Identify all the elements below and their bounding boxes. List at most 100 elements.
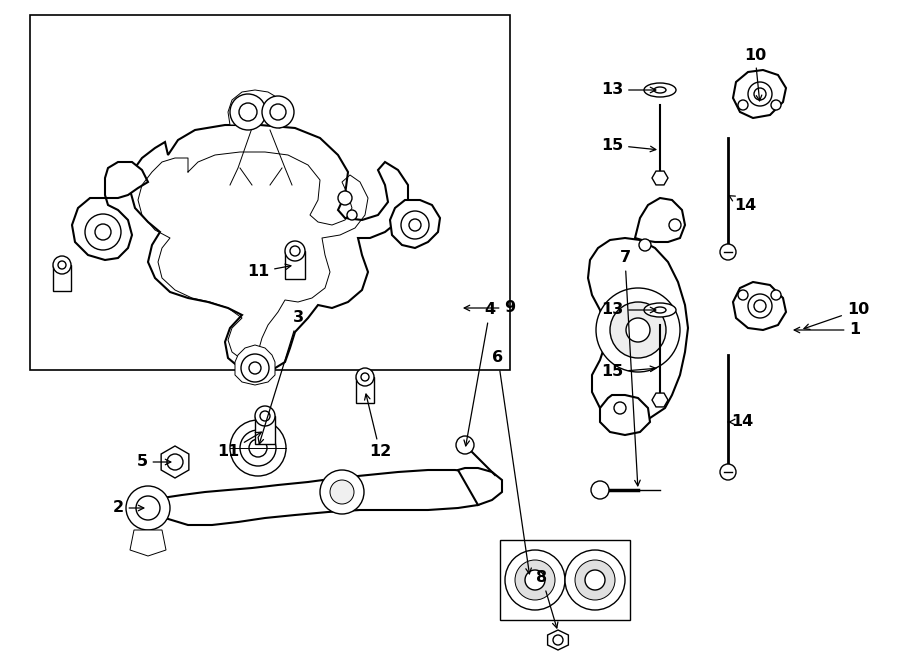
Ellipse shape bbox=[644, 303, 676, 317]
Circle shape bbox=[614, 402, 626, 414]
Circle shape bbox=[585, 570, 605, 590]
Circle shape bbox=[260, 411, 270, 421]
Circle shape bbox=[669, 219, 681, 231]
Polygon shape bbox=[733, 70, 786, 118]
Circle shape bbox=[347, 210, 357, 220]
Circle shape bbox=[249, 362, 261, 374]
Text: 8: 8 bbox=[536, 570, 558, 628]
Circle shape bbox=[596, 288, 680, 372]
Circle shape bbox=[409, 219, 421, 231]
Circle shape bbox=[356, 368, 374, 386]
Text: 11: 11 bbox=[247, 264, 291, 280]
Circle shape bbox=[525, 570, 545, 590]
Text: 4: 4 bbox=[464, 303, 496, 446]
Bar bbox=[356, 377, 374, 403]
Circle shape bbox=[738, 290, 748, 300]
Polygon shape bbox=[652, 171, 668, 185]
Polygon shape bbox=[588, 238, 688, 422]
Polygon shape bbox=[161, 446, 189, 478]
Polygon shape bbox=[635, 198, 685, 242]
Polygon shape bbox=[733, 282, 786, 330]
Circle shape bbox=[591, 481, 609, 499]
Circle shape bbox=[270, 104, 286, 120]
Circle shape bbox=[136, 496, 160, 520]
Text: 13: 13 bbox=[601, 303, 656, 317]
Bar bbox=[30, 15, 510, 370]
Polygon shape bbox=[547, 630, 569, 650]
Circle shape bbox=[505, 550, 565, 610]
Circle shape bbox=[85, 214, 121, 250]
Circle shape bbox=[338, 191, 352, 205]
Circle shape bbox=[290, 246, 300, 256]
Circle shape bbox=[262, 96, 294, 128]
Text: 9: 9 bbox=[464, 301, 516, 315]
Circle shape bbox=[285, 241, 305, 261]
Text: 12: 12 bbox=[364, 394, 392, 459]
Polygon shape bbox=[235, 345, 275, 385]
Circle shape bbox=[330, 480, 354, 504]
Circle shape bbox=[565, 550, 625, 610]
Bar bbox=[500, 540, 630, 620]
Circle shape bbox=[361, 373, 369, 381]
Circle shape bbox=[53, 256, 71, 274]
Polygon shape bbox=[130, 125, 408, 372]
Text: 14: 14 bbox=[728, 414, 753, 430]
Circle shape bbox=[58, 261, 66, 269]
Circle shape bbox=[515, 560, 555, 600]
Text: 10: 10 bbox=[804, 303, 869, 329]
Circle shape bbox=[241, 354, 269, 382]
Polygon shape bbox=[138, 470, 492, 525]
Circle shape bbox=[575, 560, 615, 600]
Circle shape bbox=[639, 239, 651, 251]
Circle shape bbox=[240, 430, 276, 466]
Polygon shape bbox=[652, 393, 668, 407]
Circle shape bbox=[167, 454, 183, 470]
Text: 2: 2 bbox=[112, 500, 144, 516]
Circle shape bbox=[230, 94, 266, 130]
Ellipse shape bbox=[654, 87, 666, 93]
Circle shape bbox=[456, 436, 474, 454]
Text: 15: 15 bbox=[601, 364, 656, 379]
Polygon shape bbox=[390, 200, 440, 248]
Circle shape bbox=[610, 302, 666, 358]
Text: 6: 6 bbox=[492, 350, 531, 574]
Circle shape bbox=[95, 224, 111, 240]
Circle shape bbox=[754, 300, 766, 312]
Circle shape bbox=[754, 88, 766, 100]
Circle shape bbox=[249, 439, 267, 457]
Circle shape bbox=[553, 635, 563, 645]
Polygon shape bbox=[228, 90, 285, 128]
Text: 14: 14 bbox=[729, 196, 756, 212]
Circle shape bbox=[401, 211, 429, 239]
Circle shape bbox=[320, 470, 364, 514]
Circle shape bbox=[626, 318, 650, 342]
Text: 7: 7 bbox=[619, 251, 640, 486]
Text: 15: 15 bbox=[601, 137, 656, 153]
Bar bbox=[255, 416, 275, 444]
Polygon shape bbox=[72, 162, 148, 260]
Text: 3: 3 bbox=[258, 311, 303, 444]
Circle shape bbox=[126, 486, 170, 530]
Text: 5: 5 bbox=[137, 455, 171, 469]
Circle shape bbox=[748, 82, 772, 106]
Bar bbox=[285, 251, 305, 279]
Text: 13: 13 bbox=[601, 83, 656, 98]
Ellipse shape bbox=[654, 307, 666, 313]
Text: 11: 11 bbox=[217, 432, 261, 459]
Circle shape bbox=[738, 100, 748, 110]
Circle shape bbox=[230, 420, 286, 476]
Polygon shape bbox=[600, 395, 650, 435]
Bar bbox=[53, 265, 71, 291]
Circle shape bbox=[748, 294, 772, 318]
Circle shape bbox=[771, 100, 781, 110]
Circle shape bbox=[720, 464, 736, 480]
Text: 1: 1 bbox=[794, 323, 860, 338]
Circle shape bbox=[771, 290, 781, 300]
Polygon shape bbox=[458, 468, 502, 505]
Circle shape bbox=[255, 406, 275, 426]
Polygon shape bbox=[130, 530, 166, 556]
Ellipse shape bbox=[644, 83, 676, 97]
Text: 10: 10 bbox=[744, 48, 766, 101]
Circle shape bbox=[720, 244, 736, 260]
Circle shape bbox=[239, 103, 257, 121]
